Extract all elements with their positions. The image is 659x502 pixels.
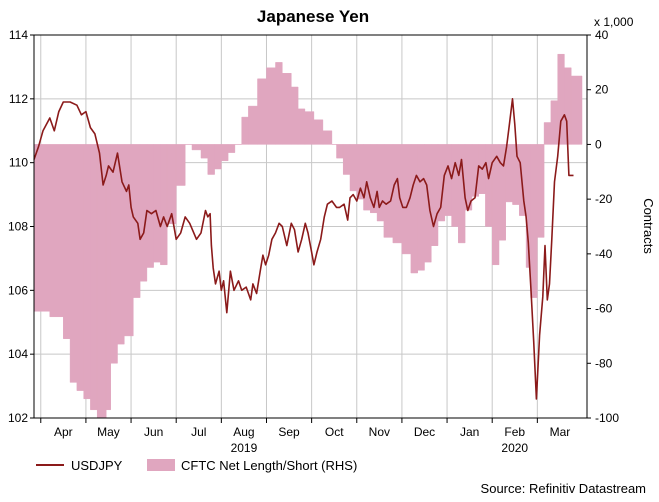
right-tick-label: -20 [595, 192, 613, 206]
right-tick-label: 0 [595, 137, 602, 151]
x-month-label: Aug [233, 425, 254, 439]
legend: USDJPY CFTC Net Length/Short (RHS) [36, 458, 357, 473]
x-year-label: 2020 [501, 441, 528, 455]
left-tick-label: 102 [8, 411, 28, 425]
right-tick-label: 40 [595, 28, 609, 42]
left-tick-label: 114 [9, 28, 28, 42]
left-tick-label: 108 [8, 220, 28, 234]
left-tick-label: 112 [9, 92, 28, 106]
right-tick-label: -80 [595, 356, 613, 370]
right-tick-label: -60 [595, 302, 613, 316]
x-month-label: Jun [144, 425, 163, 439]
source-note: Source: Refinitiv Datastream [481, 481, 646, 496]
right-tick-label: 20 [595, 83, 609, 97]
left-tick-label: 106 [8, 283, 28, 297]
usdjpy-line [33, 98, 574, 400]
legend-cftc-label: CFTC Net Length/Short (RHS) [181, 458, 357, 473]
right-tick-label: -40 [595, 247, 613, 261]
x-axis: Apr May Jun Jul Aug Sep Oct Nov Dec Jan Feb Mar 2019… [40, 418, 571, 455]
x-year-label: 2019 [231, 441, 258, 455]
cftc-area-layer [33, 53, 583, 419]
left-tick-label: 104 [8, 347, 28, 361]
x-month-label: Dec [414, 425, 435, 439]
x-month-label: Apr [54, 425, 73, 439]
x-month-label: Jan [460, 425, 479, 439]
x-month-label: Oct [325, 425, 344, 439]
cftc-area [33, 53, 583, 419]
x-month-label: Nov [369, 425, 390, 439]
x-month-label: Jul [191, 425, 206, 439]
right-axis-unit-label: x 1,000 [594, 15, 634, 29]
chart-title: Japanese Yen [257, 7, 369, 26]
x-month-label: Feb [504, 425, 525, 439]
legend-cftc-swatch [147, 459, 175, 471]
x-month-label: Mar [550, 425, 571, 439]
usdjpy-line-layer [33, 98, 574, 400]
left-axis: 102 104 106 108 110 112 114 [8, 28, 34, 425]
right-axis: -100 -80 -60 -40 -20 0 20 40 [587, 28, 619, 425]
legend-usdjpy-label: USDJPY [71, 458, 123, 473]
right-tick-label: -100 [595, 411, 619, 425]
left-tick-label: 110 [9, 156, 28, 170]
x-month-label: May [97, 425, 120, 439]
x-month-label: Sep [278, 425, 300, 439]
right-axis-title: Contracts [641, 198, 656, 254]
